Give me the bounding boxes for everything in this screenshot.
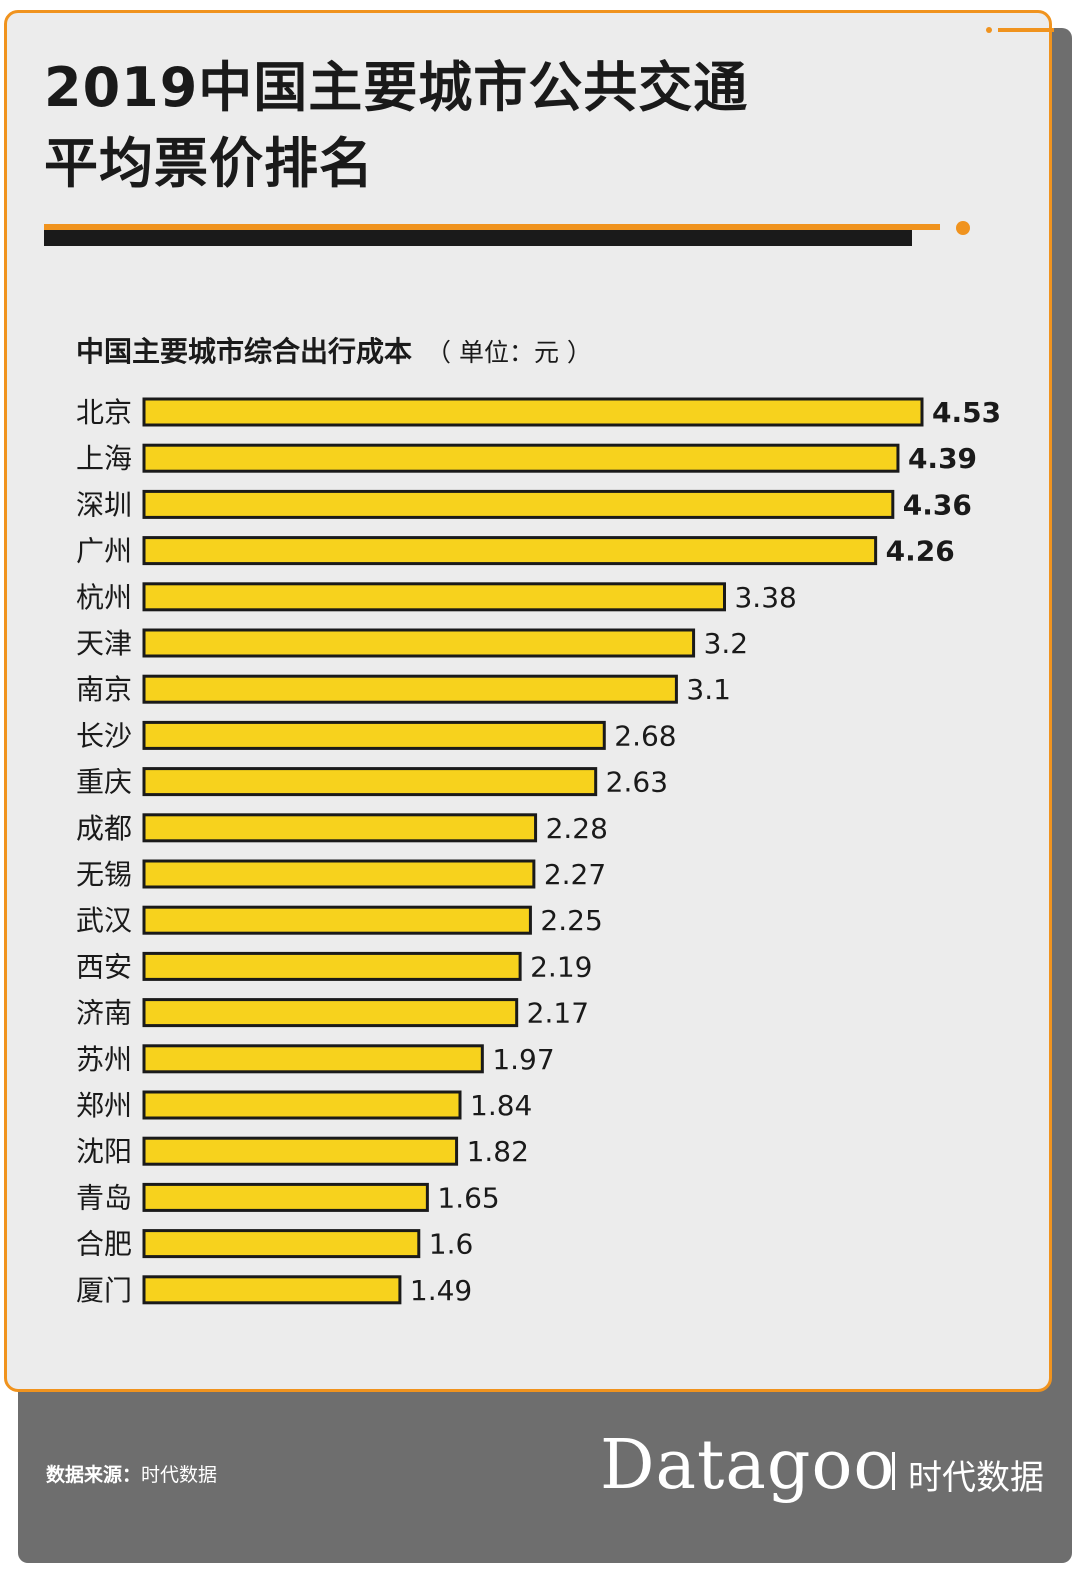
bar-value-label: 2.19	[530, 950, 592, 983]
bar	[142, 1275, 402, 1305]
bar	[142, 1090, 462, 1120]
city-label: 武汉	[76, 904, 132, 937]
bar-value-label: 2.25	[540, 904, 602, 937]
bar-value-label: 3.38	[734, 581, 796, 614]
city-label: 青岛	[76, 1181, 132, 1214]
city-label: 南京	[76, 673, 132, 706]
bar	[142, 951, 522, 981]
city-label: 杭州	[76, 581, 132, 614]
brand-logo: Datagoo	[600, 1426, 896, 1505]
city-label: 北京	[76, 396, 132, 429]
city-label: 深圳	[76, 488, 132, 521]
city-label: 重庆	[76, 766, 132, 799]
city-label: 沈阳	[76, 1135, 132, 1168]
city-label: 苏州	[76, 1043, 132, 1076]
bar	[142, 536, 878, 566]
bar	[142, 813, 538, 843]
bar-value-label: 3.1	[686, 673, 731, 706]
bar	[142, 397, 924, 427]
bar	[142, 582, 726, 612]
city-label: 厦门	[76, 1274, 132, 1307]
bar	[142, 720, 606, 750]
city-label: 天津	[76, 627, 132, 660]
bar-value-label: 1.97	[492, 1043, 554, 1076]
bar	[142, 628, 696, 658]
bar-value-label: 1.65	[437, 1181, 499, 1214]
bar	[142, 489, 895, 519]
chart-unit: （ 单位：元 ）	[426, 338, 592, 367]
brand-name-cn: 时代数据	[908, 1458, 1044, 1498]
page-title-line-2: 平均票价排名	[44, 132, 374, 195]
source-note: 数据来源：时代数据	[46, 1460, 217, 1487]
title-rule-bar	[44, 230, 912, 246]
bar-value-label: 2.17	[527, 997, 589, 1030]
city-label: 济南	[76, 997, 132, 1030]
page-title-line-1: 2019中国主要城市公共交通	[44, 56, 749, 119]
city-label: 合肥	[76, 1228, 132, 1261]
source-label: 数据来源：	[46, 1464, 142, 1486]
bar-value-label: 2.28	[546, 812, 608, 845]
city-label: 长沙	[76, 719, 132, 752]
bar-value-label: 4.53	[932, 396, 1001, 429]
bar-value-label: 1.6	[429, 1228, 474, 1261]
bar-value-label: 1.49	[410, 1274, 472, 1307]
city-label: 广州	[76, 535, 132, 568]
city-label: 无锡	[76, 858, 132, 891]
bar-value-label: 3.2	[704, 627, 749, 660]
corner-accent-dot	[986, 27, 992, 33]
bar	[142, 905, 532, 935]
bar-value-label: 2.27	[544, 858, 606, 891]
bar-value-label: 4.39	[908, 442, 977, 475]
bar	[142, 859, 536, 889]
bar	[142, 443, 900, 473]
title-rule-accent	[44, 224, 940, 230]
brand-separator	[892, 1452, 895, 1490]
bar	[142, 1044, 484, 1074]
bar	[142, 674, 678, 704]
bar-value-label: 1.84	[470, 1089, 532, 1122]
bar	[142, 1136, 459, 1166]
bar	[142, 998, 519, 1028]
corner-accent-line	[998, 28, 1054, 32]
bar	[142, 1182, 429, 1212]
chart-subtitle-text: 中国主要城市综合出行成本	[76, 335, 413, 368]
bar-value-label: 1.82	[467, 1135, 529, 1168]
source-value: 时代数据	[141, 1464, 218, 1486]
bar	[142, 1229, 421, 1259]
bar-value-label: 2.68	[614, 719, 676, 752]
city-label: 成都	[76, 812, 132, 845]
city-label: 郑州	[76, 1089, 132, 1122]
chart-subtitle: 中国主要城市综合出行成本 （ 单位：元 ）	[76, 330, 592, 370]
bar	[142, 767, 598, 797]
city-label: 上海	[76, 442, 132, 475]
bar-value-label: 4.36	[903, 488, 972, 521]
bar-value-label: 4.26	[886, 535, 955, 568]
city-label: 西安	[76, 950, 132, 983]
title-rule-dot	[956, 221, 970, 235]
bar-value-label: 2.63	[606, 766, 668, 799]
